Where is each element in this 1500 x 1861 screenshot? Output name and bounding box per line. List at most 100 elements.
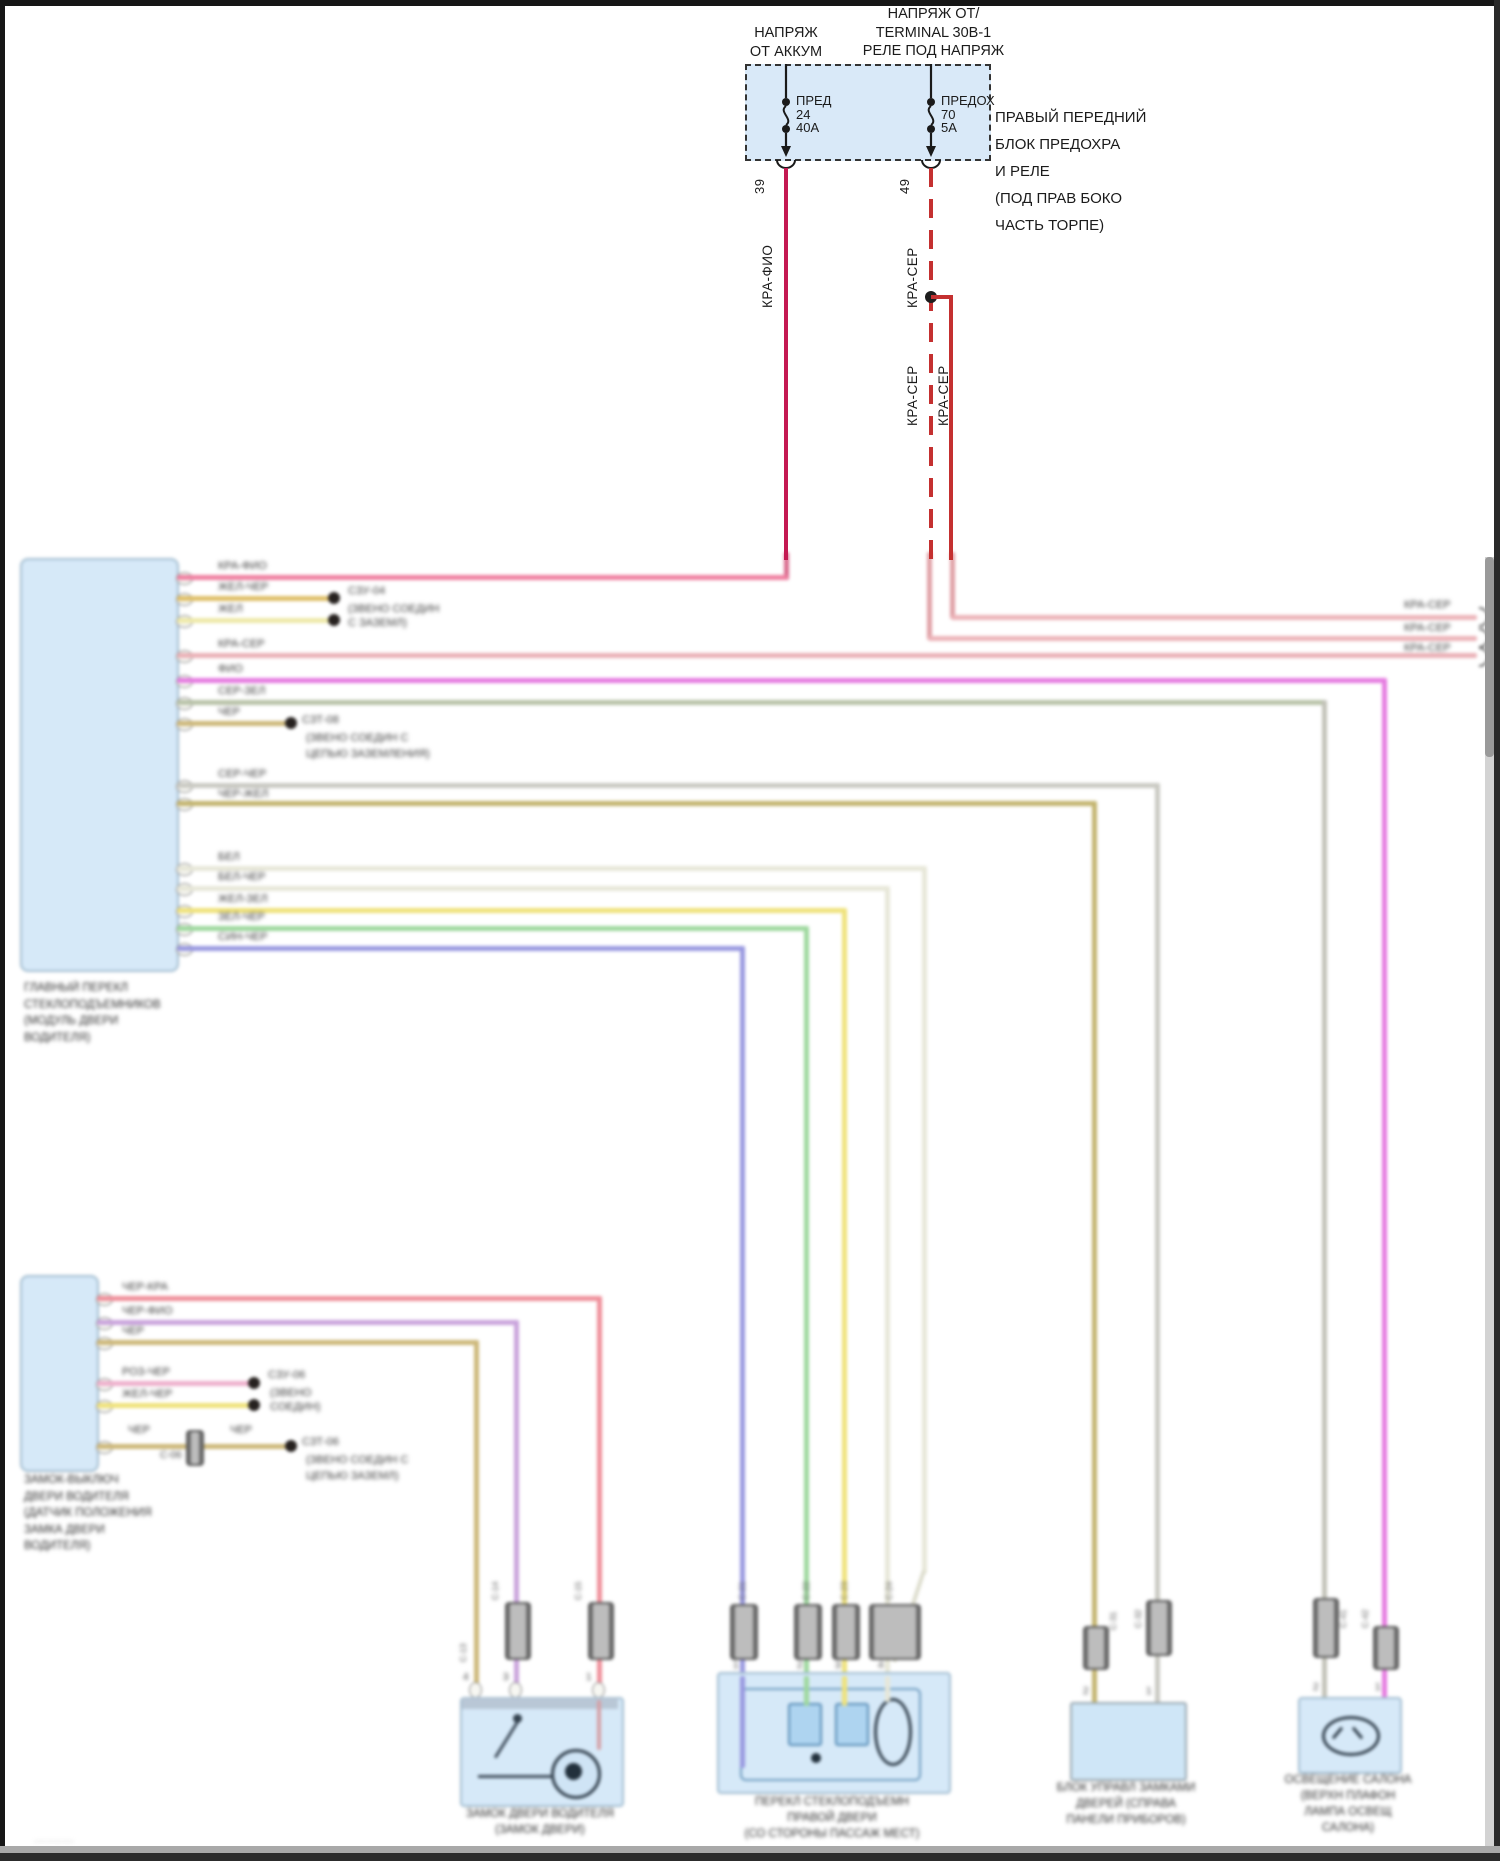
watermark-text: ············ xyxy=(34,1836,74,1847)
inline-connector-comp1-violet xyxy=(505,1602,531,1660)
box2-caption-line5: ВОДИТЕЛЯ) xyxy=(24,1540,91,1552)
box1-wire-label-0: КРА-ФИО xyxy=(218,560,267,572)
feed-label-right: НАПРЯЖ ОТ/ TERMINAL 30В-1 РЕЛЕ ПОД НАПРЯ… xyxy=(846,5,1021,61)
comp2-conn-label-4: С-24 xyxy=(884,1581,894,1600)
wire-label-kra-ser: КРА-СЕР xyxy=(905,247,920,308)
comp2-conn-label-3: С-23 xyxy=(839,1581,849,1600)
box1-wire-label-10: БЕЛ-ЧЕР xyxy=(218,871,266,883)
box1-wire-label-12: ЗЕЛ-ЧЕР xyxy=(218,911,265,923)
comp1-caption-line1: ЗАМОК ДВЕРИ ВОДИТЕЛЯ xyxy=(466,1808,614,1820)
comp1-motor-core xyxy=(565,1763,582,1780)
box1-wire-label-7: СЕР-ЧЕР xyxy=(218,768,267,780)
box1-wire-label-13: СИН-ЧЕР xyxy=(218,931,268,943)
box1-wire-label-1: ЖЕЛ-ЧЕР xyxy=(218,581,269,593)
border-right xyxy=(1494,0,1500,1861)
wire-kra-fio-vertical-blur xyxy=(784,552,789,580)
box1-wire-label-4: ФИО xyxy=(218,663,243,675)
inline-connector-box2 xyxy=(186,1430,204,1466)
wire-label-kra-ser-b2: КРА-СЕР xyxy=(936,365,951,426)
wire-box1-yellow xyxy=(177,596,333,601)
box2-splice-a-note2: СОЕДИН) xyxy=(270,1401,321,1413)
component-lock-control-unit xyxy=(1070,1702,1187,1781)
comp1-pin-1: 4 xyxy=(463,1672,469,1683)
box2-res-right-label: ЧЕР xyxy=(230,1424,253,1436)
wire-box1-green xyxy=(177,926,809,931)
comp2-blue-stub xyxy=(740,1676,745,1768)
border-left xyxy=(0,0,5,1861)
wire-box2-violet-vertical xyxy=(514,1320,519,1700)
scrollbar-thumb[interactable] xyxy=(1485,557,1494,757)
wire-yellow2-vertical xyxy=(842,908,847,1676)
comp3-caption-line1: БЛОК УПРАВЛ ЗАМКАМИ xyxy=(1056,1782,1196,1794)
wire-kra-fio-vertical xyxy=(784,168,788,560)
comp3-conn-label-2: С-32 xyxy=(1133,1609,1143,1628)
box2-splice-a-note1: (ЗВЕНО xyxy=(270,1387,312,1399)
scrollbar-track[interactable] xyxy=(1485,557,1494,1853)
wire-kra-ser-branch-vertical-blur xyxy=(950,552,955,619)
comp4-conn-label-1: С-41 xyxy=(1338,1609,1348,1628)
pin-39-label: 39 xyxy=(752,178,767,194)
comp1-switch-dot xyxy=(513,1714,522,1723)
wire-box1-white-b xyxy=(177,886,890,891)
fuse-2-text: ПРЕДОХ 70 5А xyxy=(941,94,995,135)
comp1-conn-label-3: С-15 xyxy=(573,1581,583,1600)
comp1-pin-oval xyxy=(509,1682,522,1698)
fusebox-note-line3: И РЕЛЕ xyxy=(995,163,1050,180)
fuse-1-text: ПРЕД 24 40А xyxy=(796,94,832,135)
box1-wire-label-11: ЖЕЛ-ЗЕЛ xyxy=(218,893,268,905)
box2-caption-line1: ЗАМОК-ВЫКЛЮЧ xyxy=(24,1474,119,1486)
edge-wire-label-1: КРА-СЕР xyxy=(1404,599,1451,611)
box1-splice-a-code: СЗУ-04 xyxy=(348,585,386,597)
wire-gray-vertical xyxy=(1155,783,1160,1705)
comp3-caption-line2: ДВЕРЕЙ (СПРАВА xyxy=(1076,1798,1176,1810)
wire-box1-magenta xyxy=(177,678,1387,683)
comp2-green-stub xyxy=(804,1676,809,1706)
wire-blue-vertical xyxy=(740,946,745,1676)
wire-box1-blue xyxy=(177,946,745,951)
comp2-pin-1: 1 xyxy=(733,1660,739,1671)
wire-box2-red xyxy=(97,1296,602,1301)
wire-box1-tan-splice xyxy=(177,721,290,726)
component-window-switch xyxy=(717,1672,951,1794)
feed-left-line2: ОТ АККУМ xyxy=(749,43,823,60)
wire-kra-ser-horizontal-1 xyxy=(951,615,1477,620)
pin-49-label: 49 xyxy=(897,178,912,194)
splice-dot xyxy=(328,614,340,626)
box2-wire-label-4: ЖЕЛ-ЧЕР xyxy=(122,1388,173,1400)
inline-connector-comp2-3 xyxy=(832,1604,860,1660)
wire-box1-graygreen xyxy=(177,700,1327,705)
box2-caption-line2: ДВЕРИ ВОДИТЕЛЯ xyxy=(24,1490,129,1503)
inline-connector-comp2-4 xyxy=(869,1604,921,1660)
box1-caption-line4: ВОДИТЕЛЯ) xyxy=(24,1031,91,1044)
component-door-lock xyxy=(460,1697,624,1807)
box2-caption-line3: (ДАТЧИК ПОЛОЖЕНИЯ xyxy=(24,1507,152,1519)
connector-box-driver-master-switch xyxy=(20,558,179,972)
box1-splice-b-note2: ЦЕПЬЮ ЗАЗЕМЛЕНИЯ) xyxy=(306,748,430,760)
wire-branch-horizontal xyxy=(931,295,953,299)
wire-box1-pale-yellow xyxy=(177,618,333,623)
comp1-pin-oval xyxy=(592,1682,605,1698)
box2-wire-label-3: РОЗ-ЧЕР xyxy=(122,1366,170,1378)
border-top xyxy=(0,0,1500,6)
comp4-pin-2: 1 xyxy=(1375,1682,1381,1693)
box1-wire-label-9: БЕЛ xyxy=(218,851,240,863)
box1-caption: ГЛАВНЫЙ ПЕРЕКЛ СТЕКЛОПОДЪЕМНИКОВ (МОДУЛЬ… xyxy=(24,980,161,1046)
comp1-caption-line2: (ЗАМОК ДВЕРИ) xyxy=(495,1824,585,1836)
wire-khaki-vertical xyxy=(1092,801,1097,1705)
comp4-caption-line4: САЛОНА) xyxy=(1321,1822,1375,1834)
fusebox-note-line4: (ПОД ПРАВ БОКО xyxy=(995,190,1122,207)
wire-box2-pink xyxy=(97,1381,253,1386)
wire-box2-tan xyxy=(97,1340,479,1345)
box1-splice-b-code: СЗТ-08 xyxy=(302,714,339,726)
comp2-white-stub xyxy=(885,1676,890,1702)
fuse-2-num: 70 xyxy=(941,106,956,122)
border-bottom-light xyxy=(0,1846,1500,1853)
inline-connector-comp2-1 xyxy=(730,1604,758,1660)
comp2-yellow-stub xyxy=(842,1676,847,1706)
box2-caption: ЗАМОК-ВЫКЛЮЧ ДВЕРИ ВОДИТЕЛЯ (ДАТЧИК ПОЛО… xyxy=(24,1472,152,1555)
comp2-caption: ПЕРЕКЛ СТЕКЛОПОДЪЕМН ПРАВОЙ ДВЕРИ (СО СТ… xyxy=(712,1794,952,1842)
wire-box1-kra-fio xyxy=(177,575,788,580)
wire-box2-violet xyxy=(97,1320,519,1325)
wire-kra-ser-dashed-vertical-blur xyxy=(927,552,932,640)
comp1-caption: ЗАМОК ДВЕРИ ВОДИТЕЛЯ (ЗАМОК ДВЕРИ) xyxy=(440,1806,640,1838)
